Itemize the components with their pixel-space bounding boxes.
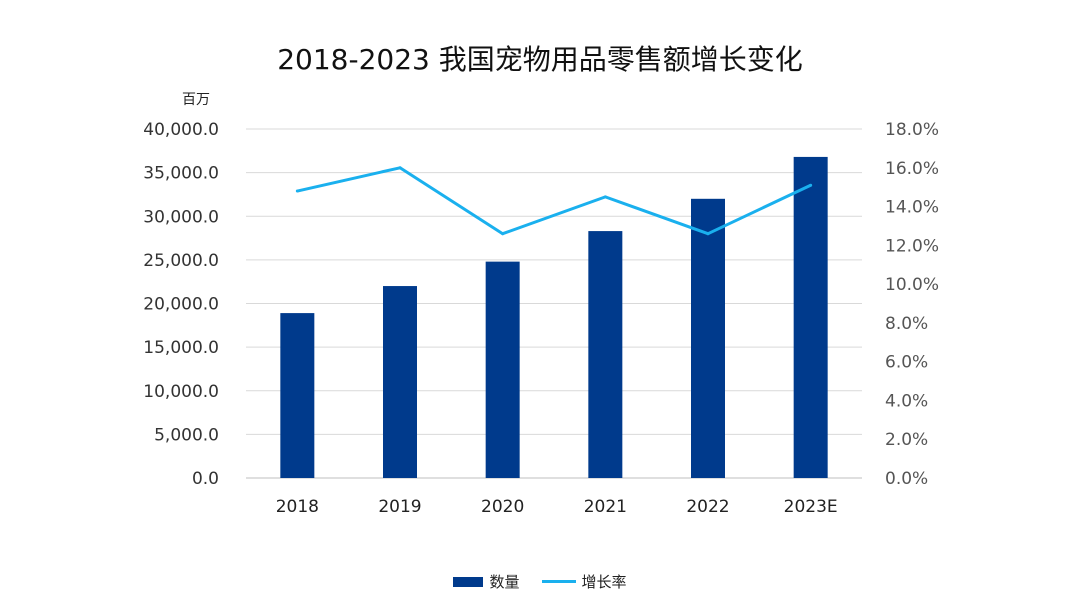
- legend-label-bar: 数量: [489, 573, 520, 591]
- right-axis-tick-label: 14.0%: [885, 198, 939, 218]
- right-axis-tick-label: 10.0%: [885, 275, 939, 295]
- growth-rate-line: [297, 166, 812, 236]
- growth-rate-point: [501, 232, 505, 236]
- bar-2023E: [793, 156, 828, 479]
- bar-2019: [383, 286, 417, 478]
- left-axis-tick-label: 30,000.0: [143, 207, 219, 227]
- left-axis-tick-label: 10,000.0: [143, 382, 219, 402]
- bar-2021: [588, 231, 623, 478]
- bar-2022: [691, 198, 725, 479]
- right-axis-tick-label: 0.0%: [885, 469, 928, 489]
- left-axis-tick-label: 25,000.0: [143, 251, 219, 271]
- legend-item-bar[interactable]: 数量: [453, 571, 520, 592]
- growth-rate-point: [809, 183, 813, 187]
- left-axis-unit-label: 百万: [182, 92, 210, 108]
- growth-rate-point: [398, 166, 402, 170]
- legend-item-line[interactable]: 增长率: [541, 571, 627, 592]
- right-axis-tick-label: 6.0%: [885, 353, 928, 373]
- growth-rate-point: [603, 195, 607, 199]
- left-axis-tick-label: 15,000.0: [143, 338, 219, 358]
- legend: 数量 增长率: [0, 571, 1080, 592]
- x-axis-tick-label: 2018: [276, 497, 319, 517]
- right-axis-tick-label: 18.0%: [885, 120, 939, 140]
- left-axis-tick-label: 0.0: [192, 469, 219, 489]
- x-axis-tick-label: 2021: [584, 497, 627, 517]
- left-axis-tick-label: 20,000.0: [143, 295, 219, 315]
- growth-rate-point: [706, 232, 710, 236]
- bar-2018: [280, 313, 315, 478]
- right-axis-tick-label: 4.0%: [885, 391, 928, 411]
- x-axis-tick-label: 2023E: [784, 497, 838, 517]
- x-axis-tick-label: 2022: [686, 497, 729, 517]
- left-axis-tick-label: 40,000.0: [143, 120, 219, 140]
- x-axis-tick-label: 2019: [378, 497, 421, 517]
- x-axis-tick-label: 2020: [481, 497, 524, 517]
- left-axis-tick-label: 35,000.0: [143, 164, 219, 184]
- right-axis-tick-label: 8.0%: [885, 314, 928, 334]
- left-axis-tick-label: 5,000.0: [154, 425, 219, 445]
- bar-2020: [485, 261, 520, 478]
- legend-swatch-bar: [453, 576, 484, 587]
- right-axis-tick-label: 2.0%: [885, 430, 928, 450]
- right-axis-tick-label: 12.0%: [885, 236, 939, 256]
- legend-label-line: 增长率: [581, 573, 627, 591]
- chart-title: 2018-2023 我国宠物用品零售额增长变化: [277, 43, 803, 76]
- growth-rate-point: [295, 189, 299, 193]
- right-axis-tick-label: 16.0%: [885, 159, 939, 179]
- legend-swatch-line: [541, 580, 576, 583]
